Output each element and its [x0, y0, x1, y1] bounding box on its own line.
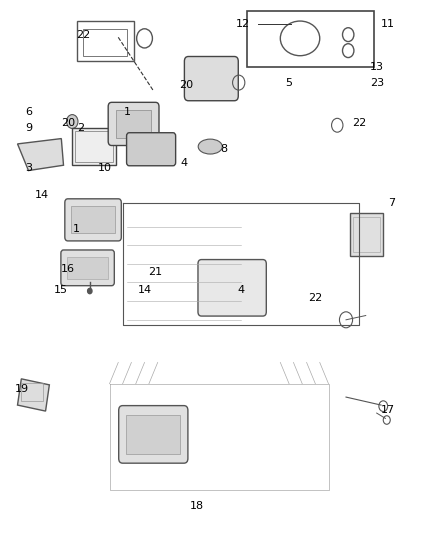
Text: 22: 22	[352, 118, 366, 127]
Text: 1: 1	[124, 107, 131, 117]
Text: 6: 6	[25, 107, 32, 117]
Circle shape	[88, 288, 92, 294]
Text: 2: 2	[78, 123, 85, 133]
Bar	[247, 11, 374, 67]
FancyBboxPatch shape	[65, 199, 121, 241]
Polygon shape	[18, 139, 64, 171]
Bar	[18, 379, 49, 411]
Text: 20: 20	[179, 80, 193, 90]
Bar	[126, 415, 180, 454]
Text: 8: 8	[220, 144, 227, 154]
Bar	[72, 128, 116, 165]
Text: 11: 11	[381, 19, 395, 29]
FancyBboxPatch shape	[198, 260, 266, 316]
Text: 22: 22	[76, 30, 90, 39]
Bar	[77, 21, 134, 61]
Circle shape	[67, 115, 78, 128]
Bar	[350, 213, 383, 256]
Text: 22: 22	[308, 294, 322, 303]
Text: 20: 20	[61, 118, 75, 127]
Text: 12: 12	[236, 19, 250, 29]
FancyBboxPatch shape	[184, 56, 238, 101]
Text: 13: 13	[370, 62, 384, 71]
Text: 1: 1	[73, 224, 80, 234]
Text: 18: 18	[190, 502, 204, 511]
Bar	[67, 257, 108, 279]
Text: 4: 4	[180, 158, 187, 167]
Bar	[71, 206, 115, 233]
Text: 9: 9	[25, 123, 32, 133]
Bar	[75, 131, 113, 162]
Bar	[83, 29, 127, 56]
Ellipse shape	[198, 139, 222, 154]
Text: 19: 19	[15, 384, 29, 394]
FancyBboxPatch shape	[108, 102, 159, 146]
Text: 4: 4	[237, 286, 244, 295]
Text: 3: 3	[25, 163, 32, 173]
Text: 16: 16	[61, 264, 75, 274]
Text: 5: 5	[286, 78, 293, 87]
Text: 23: 23	[371, 78, 385, 87]
Bar	[116, 110, 151, 138]
Text: 17: 17	[381, 406, 395, 415]
FancyBboxPatch shape	[61, 250, 114, 286]
Bar	[353, 217, 380, 252]
Bar	[21, 383, 43, 401]
Text: 21: 21	[148, 267, 162, 277]
Text: 14: 14	[35, 190, 49, 199]
Text: 15: 15	[54, 286, 68, 295]
FancyBboxPatch shape	[127, 133, 176, 166]
Text: 7: 7	[389, 198, 396, 207]
Text: 10: 10	[98, 163, 112, 173]
FancyBboxPatch shape	[119, 406, 188, 463]
Text: 14: 14	[138, 286, 152, 295]
